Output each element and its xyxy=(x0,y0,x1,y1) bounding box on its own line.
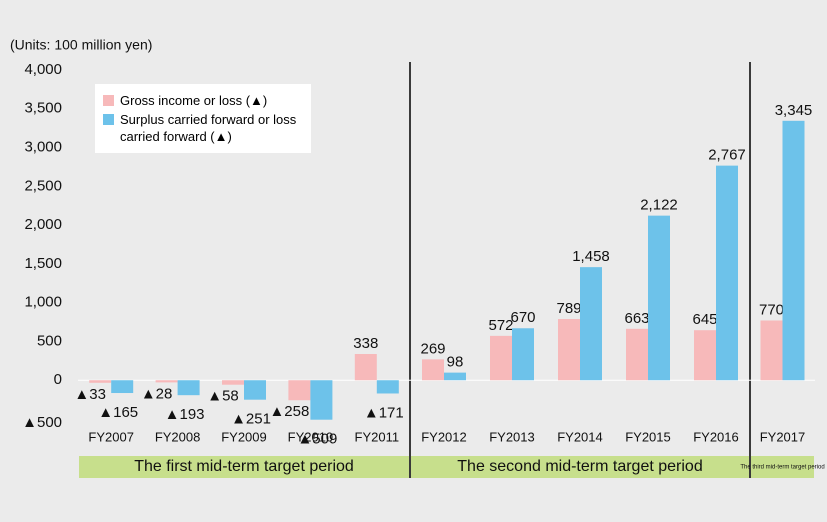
bar xyxy=(155,380,178,383)
x-tick-label: FY2014 xyxy=(557,429,603,444)
value-label: 670 xyxy=(510,309,535,326)
y-tick-label: 2,000 xyxy=(24,216,62,233)
y-tick-label: 4,000 xyxy=(24,61,62,78)
value-label: 2,767 xyxy=(708,147,746,164)
bar xyxy=(177,380,200,396)
period-label: The second mid-term target period xyxy=(457,458,702,475)
x-tick-label: FY2008 xyxy=(155,429,201,444)
x-tick-label: FY2010 xyxy=(288,429,334,444)
bar xyxy=(422,359,444,381)
legend-item: Gross income or loss (▲) xyxy=(103,92,303,109)
units-label: (Units: 100 million yen) xyxy=(10,37,152,53)
legend: Gross income or loss (▲) Surplus carried … xyxy=(95,84,311,153)
x-tick-label: FY2013 xyxy=(489,429,535,444)
period-label: The first mid-term target period xyxy=(134,458,354,475)
value-label: ▲258 xyxy=(269,403,309,420)
bar xyxy=(760,320,783,381)
period-band xyxy=(751,456,814,478)
value-label: ▲58 xyxy=(207,388,239,405)
x-tick-label: FY2009 xyxy=(221,429,267,444)
bar xyxy=(626,328,648,381)
value-label: 789 xyxy=(556,300,581,317)
legend-swatch xyxy=(103,114,114,125)
legend-label: Surplus carried forward or loss carried … xyxy=(120,112,297,144)
legend-label: Gross income or loss (▲) xyxy=(120,93,268,108)
value-label: 1,458 xyxy=(572,248,610,265)
value-label: ▲171 xyxy=(364,404,404,421)
legend-swatch xyxy=(103,95,114,106)
value-label: 2,122 xyxy=(640,197,678,214)
bar xyxy=(288,380,311,401)
value-label: ▲251 xyxy=(231,411,271,428)
bar xyxy=(694,330,716,381)
y-tick-label: 0 xyxy=(54,371,62,388)
value-label: 770 xyxy=(759,301,784,318)
x-tick-label: FY2017 xyxy=(760,429,806,444)
y-tick-label: ▲500 xyxy=(22,414,62,431)
bar xyxy=(782,120,805,381)
y-tick-label: 500 xyxy=(37,332,62,349)
value-label: 3,345 xyxy=(775,102,813,119)
x-tick-label: FY2016 xyxy=(693,429,739,444)
x-tick-label: FY2007 xyxy=(88,429,134,444)
x-tick-label: FY2015 xyxy=(625,429,671,444)
bar xyxy=(490,335,512,381)
bar xyxy=(558,319,580,381)
value-label: ▲28 xyxy=(141,385,173,402)
bar xyxy=(354,354,377,381)
x-tick-label: FY2012 xyxy=(421,429,467,444)
y-tick-label: 3,500 xyxy=(24,100,62,117)
value-label: ▲33 xyxy=(74,386,106,403)
bar xyxy=(444,372,466,381)
legend-item: Surplus carried forward or loss carried … xyxy=(103,111,303,145)
bar xyxy=(244,380,266,400)
bar xyxy=(222,380,244,385)
y-tick-label: 2,500 xyxy=(24,177,62,194)
y-tick-label: 1,000 xyxy=(24,294,62,311)
period-label: The third mid-term target period xyxy=(740,465,824,471)
value-label: 572 xyxy=(488,317,513,334)
bar xyxy=(111,380,134,394)
y-tick-label: 3,000 xyxy=(24,139,62,156)
bar xyxy=(580,267,602,381)
value-label: ▲193 xyxy=(165,406,205,423)
period-band xyxy=(411,456,749,478)
bar xyxy=(89,380,112,383)
period-band xyxy=(79,456,409,478)
value-label: 269 xyxy=(420,340,445,357)
value-label: 98 xyxy=(447,354,464,371)
bar xyxy=(716,165,738,381)
bar xyxy=(648,215,670,381)
x-tick-label: FY2011 xyxy=(355,429,400,444)
bar xyxy=(376,380,399,394)
value-label: 663 xyxy=(624,310,649,327)
bar xyxy=(512,328,534,381)
y-tick-label: 1,500 xyxy=(24,255,62,272)
value-label: ▲509 xyxy=(297,431,337,448)
value-label: 338 xyxy=(353,335,378,352)
bar xyxy=(310,380,333,420)
value-label: 645 xyxy=(692,311,717,328)
value-label: ▲165 xyxy=(98,404,138,421)
